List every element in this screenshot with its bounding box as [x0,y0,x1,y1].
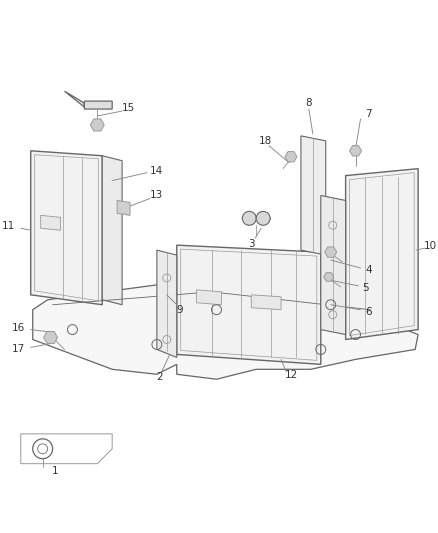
Polygon shape [197,290,222,305]
Polygon shape [157,250,177,358]
Text: 14: 14 [150,166,163,176]
Text: 5: 5 [362,283,369,293]
Text: 11: 11 [2,221,15,231]
Polygon shape [346,168,418,340]
Polygon shape [177,245,321,365]
Polygon shape [64,91,112,109]
Polygon shape [102,156,122,305]
Polygon shape [321,196,346,335]
Text: 18: 18 [258,136,272,146]
Text: 12: 12 [284,370,297,380]
Text: 7: 7 [365,109,372,119]
Text: 1: 1 [52,466,59,475]
Polygon shape [117,200,130,215]
Polygon shape [31,151,102,305]
Text: 8: 8 [306,98,312,108]
Text: 17: 17 [11,344,25,354]
Text: 9: 9 [177,305,183,314]
Text: 4: 4 [365,265,372,275]
Text: 16: 16 [11,322,25,333]
Text: 6: 6 [365,306,372,317]
Polygon shape [301,136,326,255]
Text: 2: 2 [156,372,163,382]
Polygon shape [251,295,281,310]
Text: 3: 3 [248,239,254,249]
Circle shape [256,212,270,225]
Polygon shape [41,215,60,230]
Circle shape [242,212,256,225]
Text: 15: 15 [121,103,135,113]
Polygon shape [33,285,418,379]
Text: 10: 10 [424,241,437,251]
Text: 13: 13 [150,190,163,200]
